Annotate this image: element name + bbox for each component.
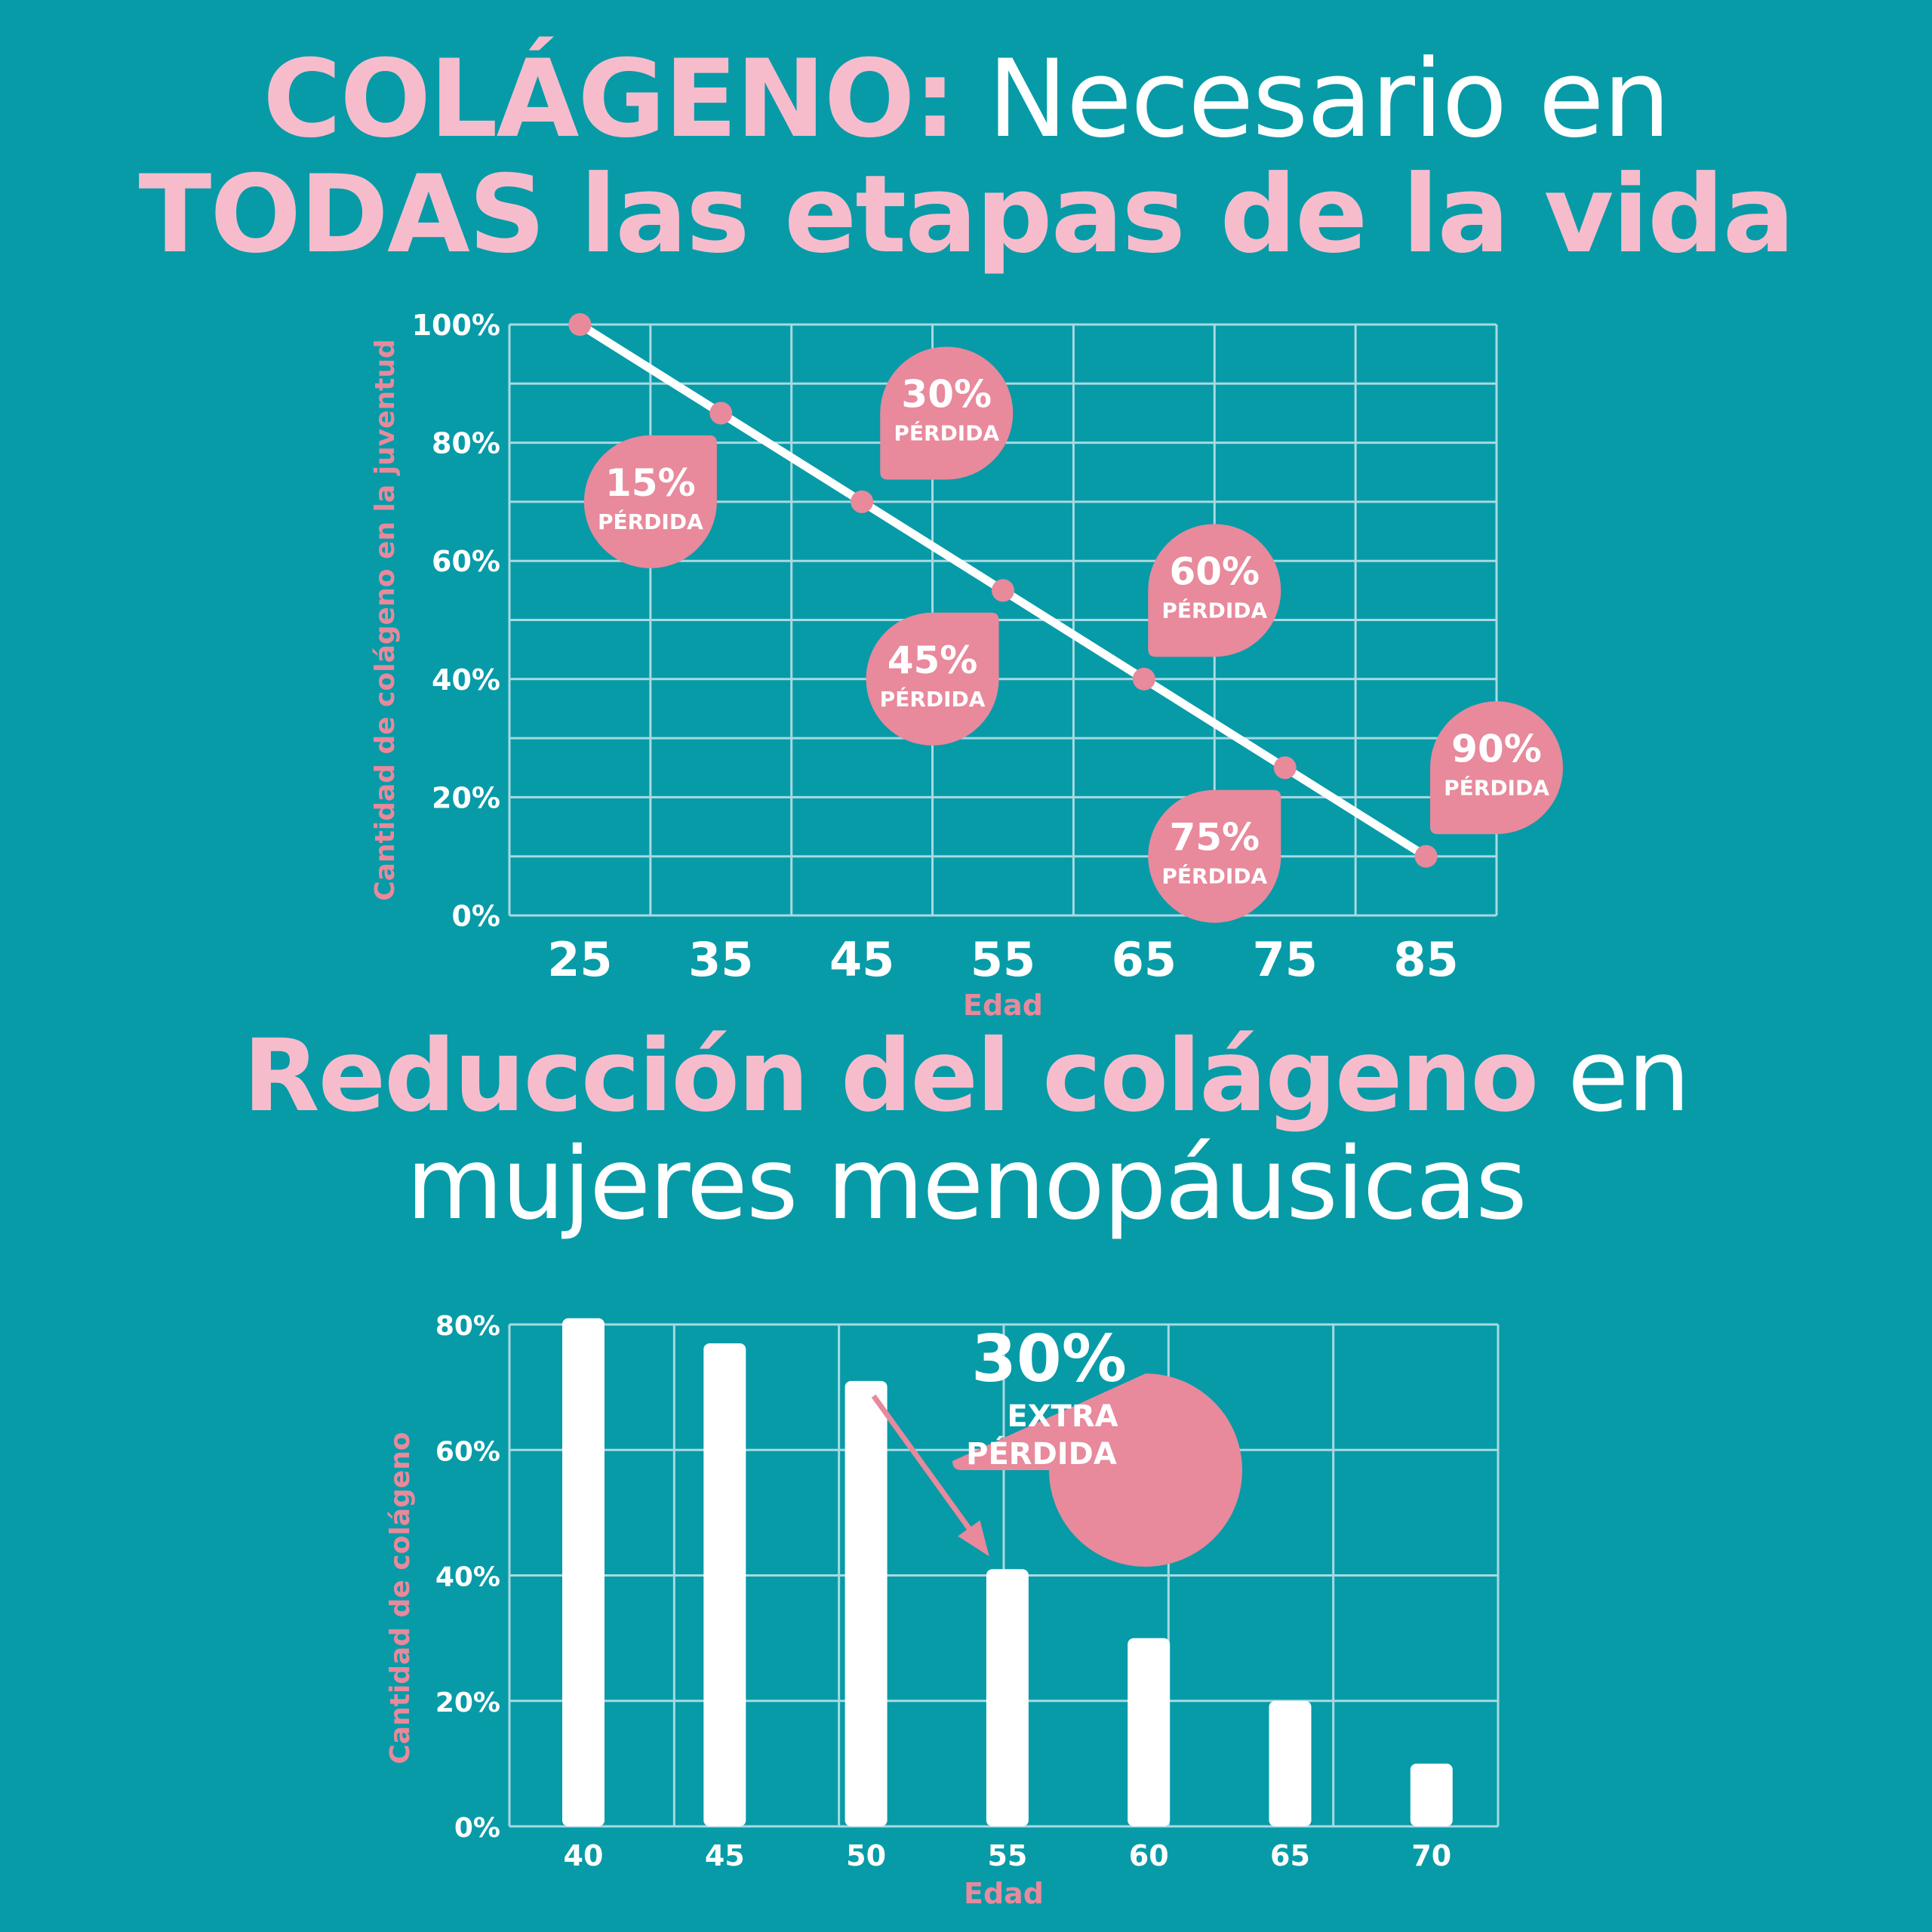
y-tick-label: 20% xyxy=(432,781,500,814)
loss-bubble xyxy=(866,612,999,746)
bubble-label: PÉRDIDA xyxy=(598,509,703,534)
bubble-label: PÉRDIDA xyxy=(1444,774,1549,800)
bubble-label: PÉRDIDA xyxy=(1161,597,1267,623)
x-tick-label: 70 xyxy=(1411,1839,1451,1872)
section-title-rest: en xyxy=(1537,1018,1690,1134)
x-tick-label: 85 xyxy=(1393,932,1458,987)
y-tick-label: 60% xyxy=(435,1436,500,1467)
callout-percent: 30% xyxy=(971,1321,1127,1397)
section-title-line2: mujeres menopáusicas xyxy=(406,1125,1527,1242)
loss-bubble xyxy=(1148,789,1281,923)
menopause-bar-chart: 0% 20% 40% 60% 80% 40 45 50 55 60 65 70 Edad Cantidad… xyxy=(385,1311,1500,1910)
y-tick-label: 80% xyxy=(432,427,500,460)
x-tick-label: 60 xyxy=(1129,1839,1169,1872)
y-tick-label: 20% xyxy=(435,1687,500,1718)
loss-bubble xyxy=(880,346,1014,480)
x-axis-label: Edad xyxy=(964,1877,1044,1910)
callout-line1: EXTRA xyxy=(1007,1399,1118,1434)
title-highlight: COLÁGENO: xyxy=(263,37,956,162)
bar xyxy=(562,1318,605,1826)
y-tick-label: 0% xyxy=(451,900,500,933)
section-title-highlight: Reducción del colágeno xyxy=(243,1018,1539,1134)
y-axis-label: Cantidad de colágeno xyxy=(385,1432,416,1764)
x-tick-label: 45 xyxy=(829,932,894,987)
bubble-percent: 60% xyxy=(1169,549,1260,593)
callout-arrow-line xyxy=(871,1394,987,1552)
bar xyxy=(844,1380,888,1826)
bubble-label: PÉRDIDA xyxy=(880,686,986,712)
y-tick-label: 100% xyxy=(412,309,500,342)
data-point xyxy=(851,490,874,513)
data-point xyxy=(709,401,733,425)
y-tick-label: 0% xyxy=(454,1813,500,1844)
x-tick-label: 40 xyxy=(564,1839,604,1872)
data-point xyxy=(568,313,592,336)
y-axis-label: Cantidad de colágeno en la juventud xyxy=(370,339,401,901)
collagen-line-chart: 0% 20% 40% 60% 80% 100% 25 35 45 55 65 75 85 Edad Cant… xyxy=(370,309,1563,1022)
x-tick-label: 25 xyxy=(547,932,612,987)
loss-bubble xyxy=(583,435,717,568)
bubble-percent: 75% xyxy=(1169,816,1260,860)
data-point xyxy=(1132,667,1155,691)
callout-arrow-head xyxy=(958,1520,989,1557)
loss-bubble xyxy=(1148,524,1281,657)
extra-loss-bubble xyxy=(952,1374,1242,1567)
bubble-percent: 45% xyxy=(888,638,978,682)
title-line2: TODAS las etapas de la vida xyxy=(138,152,1795,278)
x-tick-label: 65 xyxy=(1270,1839,1310,1872)
x-tick-label: 55 xyxy=(987,1839,1027,1872)
data-point xyxy=(992,579,1014,602)
bubble-percent: 30% xyxy=(901,372,992,416)
x-tick-label: 35 xyxy=(688,932,753,987)
bubble-percent: 90% xyxy=(1451,727,1542,771)
title-rest: Necesario en xyxy=(955,37,1671,162)
bar xyxy=(1269,1700,1312,1826)
x-tick-label: 65 xyxy=(1112,932,1177,987)
section-title: Reducción del colágeno en mujeres menopá… xyxy=(0,1023,1932,1238)
bar xyxy=(986,1569,1029,1826)
bubble-label: PÉRDIDA xyxy=(894,420,999,445)
data-point xyxy=(1273,756,1297,780)
bubble-label: PÉRDIDA xyxy=(1161,863,1267,889)
callout-line2: PÉRDIDA xyxy=(966,1435,1117,1472)
x-tick-label: 75 xyxy=(1253,932,1318,987)
x-tick-label: 50 xyxy=(846,1839,886,1872)
x-axis-label: Edad xyxy=(963,989,1043,1022)
x-tick-label: 45 xyxy=(705,1839,745,1872)
x-tick-label: 55 xyxy=(971,932,1035,987)
y-tick-label: 40% xyxy=(435,1562,500,1593)
bubble-percent: 15% xyxy=(605,461,696,505)
bar xyxy=(703,1343,746,1826)
y-tick-label: 60% xyxy=(432,545,500,578)
data-point xyxy=(1414,844,1438,868)
main-title: COLÁGENO: Necesario en TODAS las etapas … xyxy=(0,42,1932,273)
y-tick-label: 80% xyxy=(435,1311,500,1342)
loss-bubble xyxy=(1430,701,1563,835)
bar xyxy=(1410,1763,1453,1826)
bar xyxy=(1128,1638,1171,1826)
y-tick-label: 40% xyxy=(432,663,500,697)
